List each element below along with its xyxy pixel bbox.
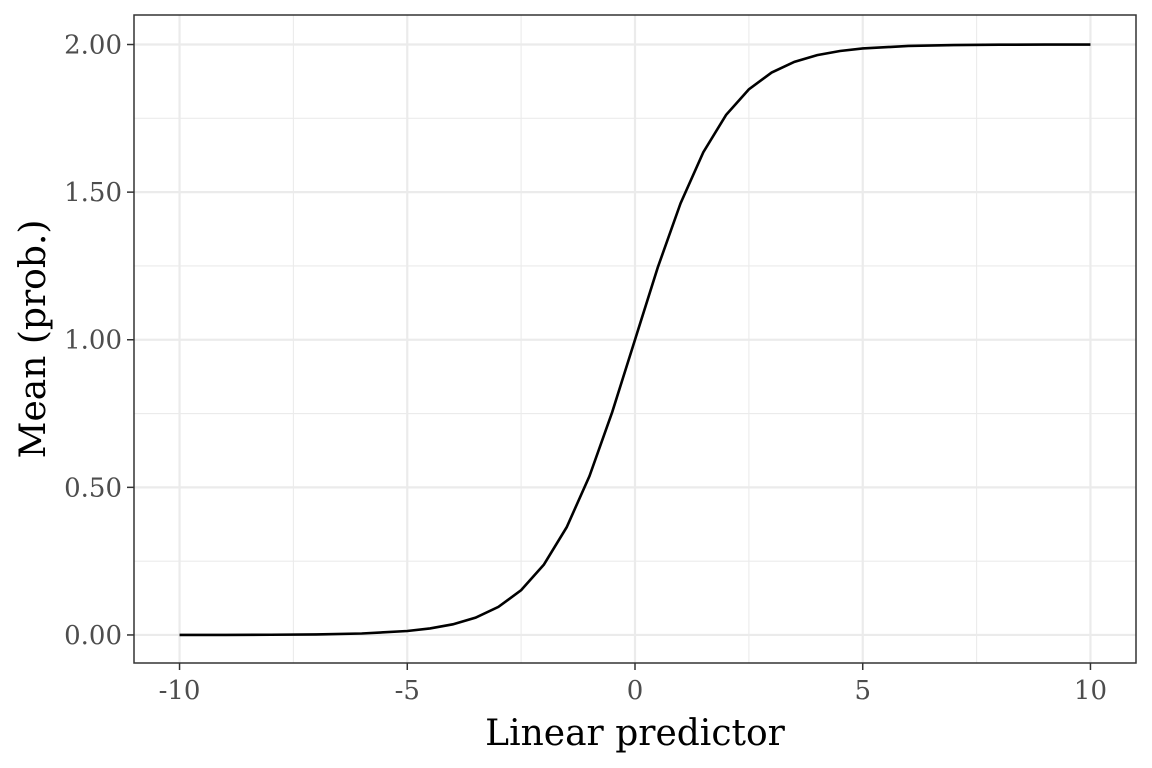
x-tick-label-3: 5 — [854, 676, 871, 706]
y-axis-title: Mean (prob.) — [13, 220, 54, 459]
x-tick-label-4: 10 — [1074, 676, 1107, 706]
y-tick-label-3: 1.50 — [64, 178, 122, 208]
x-tick-label-1: -5 — [395, 676, 420, 706]
y-axis-ticks: 0.00 0.50 1.00 1.50 2.00 — [64, 31, 134, 651]
y-tick-label-1: 0.50 — [64, 473, 122, 503]
x-tick-label-2: 0 — [627, 676, 644, 706]
x-axis-ticks: -10 -5 0 5 10 — [159, 663, 1107, 706]
y-tick-label-0: 0.00 — [64, 621, 122, 651]
x-axis-title: Linear predictor — [485, 713, 785, 754]
y-tick-label-4: 2.00 — [64, 31, 122, 61]
series-line — [179, 43, 1091, 637]
y-tick-label-2: 1.00 — [64, 326, 122, 356]
x-tick-label-0: -10 — [159, 676, 201, 706]
